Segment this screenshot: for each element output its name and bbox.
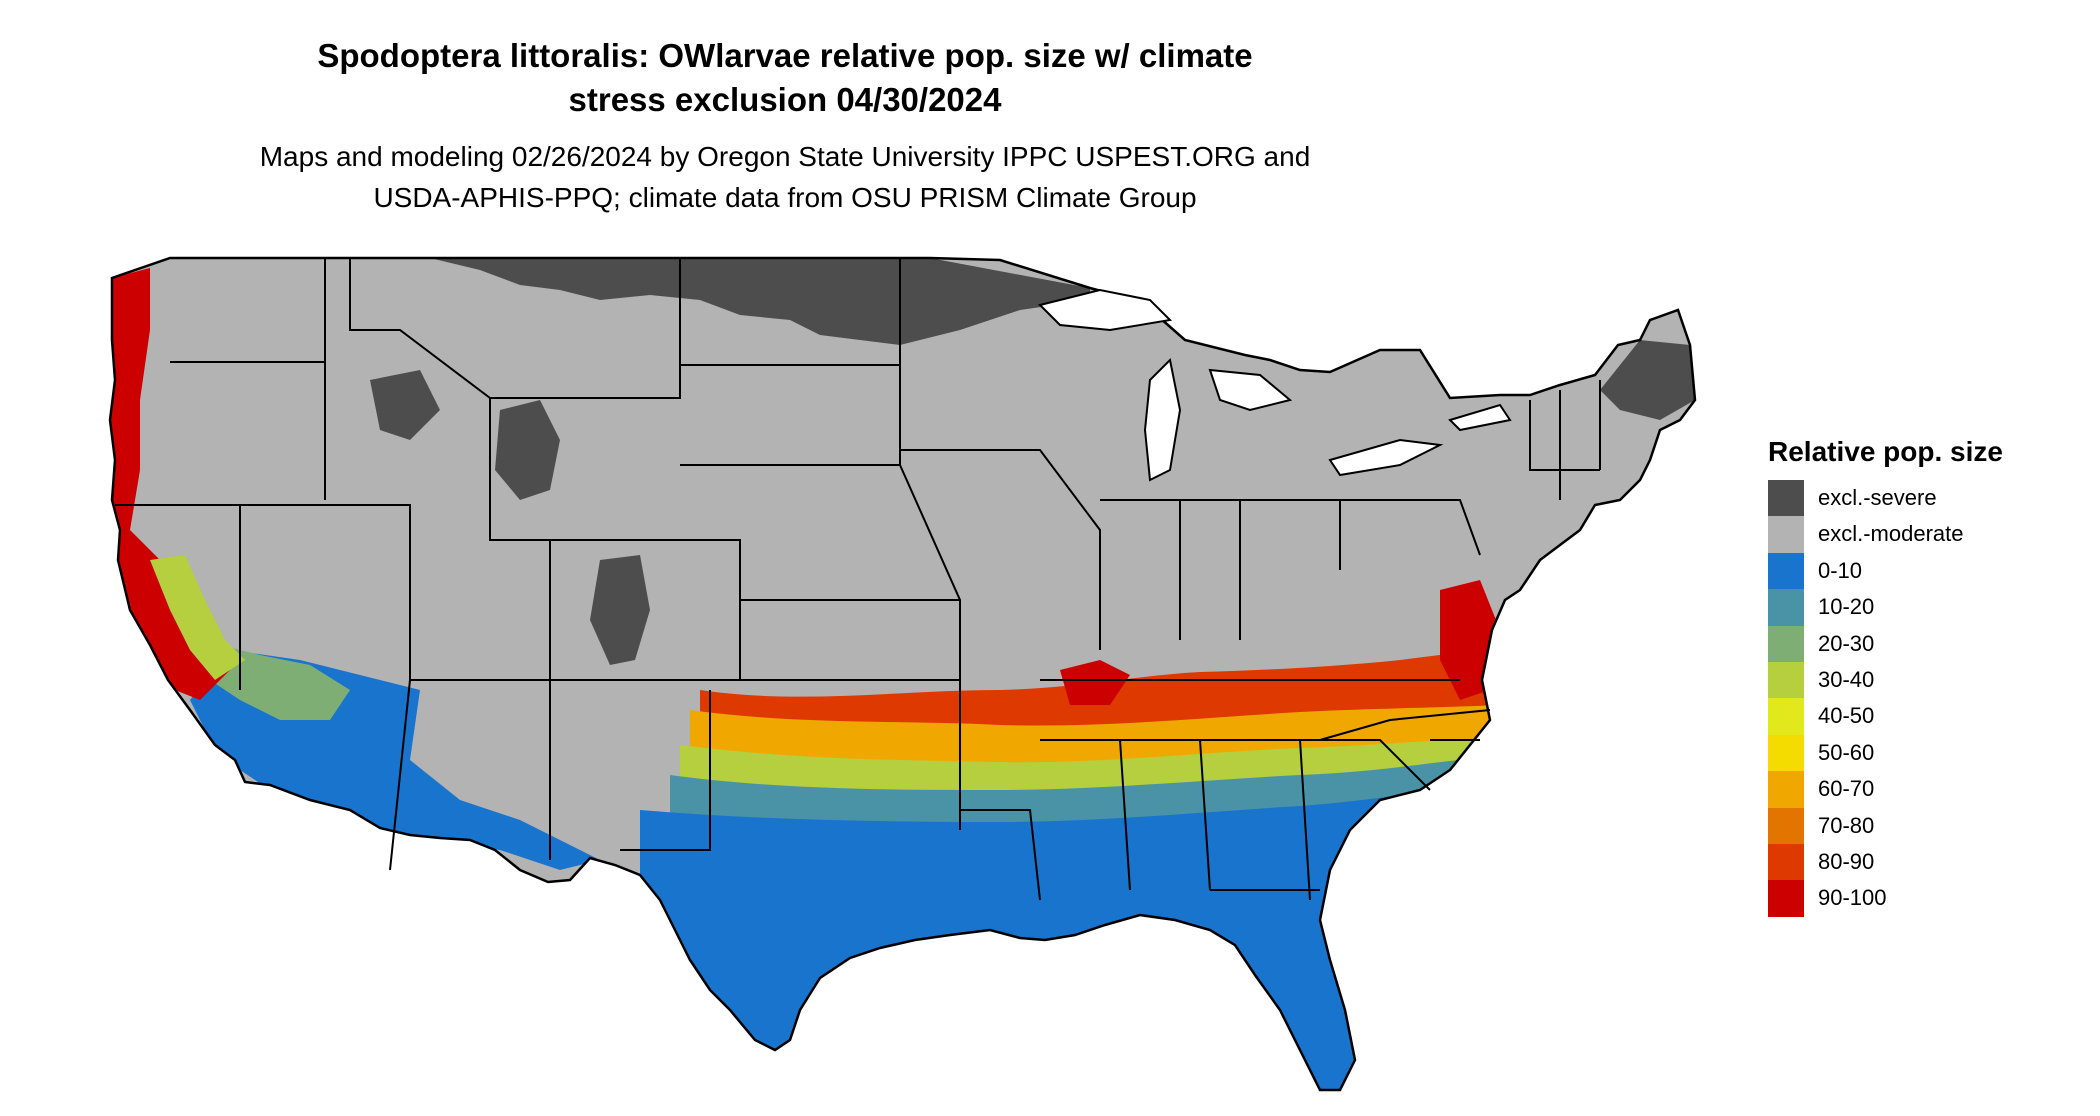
legend-label: 90-100 (1818, 885, 1887, 911)
legend-item-90-100: 90-100 (1768, 880, 2003, 917)
legend-item-excl-moderate: excl.-moderate (1768, 516, 2003, 553)
map-title-line-1: Spodoptera littoralis: OWlarvae relative… (317, 37, 1253, 74)
legend-label: 80-90 (1818, 848, 1875, 874)
legend-item-60-70: 60-70 (1768, 771, 2003, 808)
legend-swatch (1768, 552, 1804, 590)
legend-label: 40-50 (1818, 703, 1875, 729)
state-borders (115, 258, 1601, 901)
legend-swatch (1768, 589, 1804, 626)
map-title-line-2: stress exclusion 04/30/2024 (568, 81, 1002, 118)
map-subtitle-line-2: USDA-APHIS-PPQ; climate data from OSU PR… (373, 182, 1197, 213)
map-subtitle: Maps and modeling 02/26/2024 by Oregon S… (0, 136, 1570, 218)
legend-label: 10-20 (1818, 594, 1875, 620)
legend-label: 70-80 (1818, 812, 1875, 838)
legend-label: 50-60 (1818, 739, 1875, 765)
legend-swatch (1768, 480, 1804, 517)
legend-swatch (1768, 880, 1804, 917)
legend-label: 20-30 (1818, 630, 1875, 656)
legend-item-80-90: 80-90 (1768, 843, 2003, 881)
legend-swatch (1768, 771, 1804, 808)
zone-severe-wyoming (495, 400, 560, 500)
us-population-map (108, 256, 1697, 1092)
legend-label: 60-70 (1818, 776, 1875, 802)
legend-swatch (1768, 807, 1804, 844)
great-lakes (1038, 288, 1512, 482)
zone-severe-north (430, 258, 1090, 345)
legend-label: excl.-moderate (1818, 521, 1964, 547)
zone-severe-colorado (590, 555, 650, 665)
legend-items: excl.-severe excl.-moderate 0-10 10-20 2… (1768, 480, 2003, 917)
legend-item-70-80: 70-80 (1768, 807, 2003, 844)
map-title: Spodoptera littoralis: OWlarvae relative… (0, 34, 1570, 122)
legend-item-30-40: 30-40 (1768, 661, 2003, 699)
legend-swatch (1768, 516, 1804, 553)
legend-swatch (1768, 698, 1804, 735)
legend-swatch (1768, 661, 1804, 699)
map-subtitle-line-1: Maps and modeling 02/26/2024 by Oregon S… (259, 141, 1311, 172)
legend-label: 30-40 (1818, 666, 1875, 692)
us-outline (108, 256, 1697, 1092)
zone-30-40-california (150, 555, 245, 680)
legend-title: Relative pop. size (1768, 436, 2003, 467)
zone-severe-idaho (370, 370, 440, 440)
legend-swatch (1768, 625, 1804, 662)
legend: Relative pop. size excl.-severe excl.-mo… (1768, 436, 2003, 917)
climate-zones (110, 258, 1695, 1090)
legend-label: excl.-severe (1818, 485, 1937, 510)
zone-0-10 (640, 785, 1500, 1090)
legend-swatch (1768, 843, 1804, 881)
legend-item-50-60: 50-60 (1768, 734, 2003, 772)
legend-item-10-20: 10-20 (1768, 589, 2003, 626)
legend-item-20-30: 20-30 (1768, 625, 2003, 662)
legend-swatch (1768, 734, 1804, 772)
zone-90-100-mississippi (1060, 660, 1130, 705)
zone-90-100-coast (110, 268, 230, 700)
zone-severe-maine (1600, 340, 1695, 420)
legend-label: 0-10 (1818, 557, 1863, 583)
legend-item-40-50: 40-50 (1768, 698, 2003, 735)
legend-item-excl-severe: excl.-severe (1768, 480, 2003, 517)
legend-item-0-10: 0-10 (1768, 552, 2003, 590)
